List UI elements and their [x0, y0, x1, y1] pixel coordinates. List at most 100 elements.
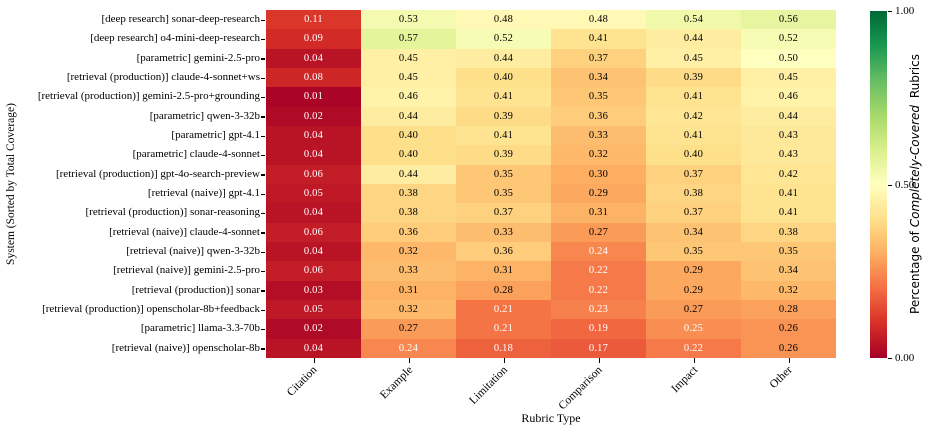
- heatmap-cell: 0.48: [456, 10, 551, 30]
- heatmap-cell: 0.18: [456, 338, 551, 358]
- y-tick-label: [deep research] o4-mini-deep-research: [90, 32, 260, 45]
- y-tick-label: [retrieval (production)] openscholar-8b+…: [42, 303, 260, 315]
- x-axis-tick: [408, 358, 410, 363]
- y-axis-tick: [261, 19, 265, 21]
- y-axis-tick: [261, 97, 265, 99]
- heatmap-cell: 0.44: [456, 48, 551, 68]
- colorbar-tick: [888, 358, 892, 360]
- heatmap-cell: 0.31: [361, 280, 456, 300]
- heatmap-cell: 0.52: [741, 29, 836, 49]
- heatmap-cell: 0.45: [741, 68, 836, 88]
- heatmap-cell: 0.37: [646, 164, 741, 184]
- heatmap-cell: 0.38: [361, 203, 456, 223]
- heatmap-cell: 0.26: [741, 338, 836, 358]
- x-tick-label: Limitation: [467, 364, 510, 407]
- heatmap-cell: 0.01: [266, 87, 361, 107]
- x-tick-label: Other: [767, 364, 795, 392]
- y-tick-label: [retrieval (production)] sonar-reasoning: [85, 206, 261, 219]
- heatmap-cell: 0.04: [266, 145, 361, 165]
- heatmap-cell: 0.33: [456, 222, 551, 242]
- heatmap-cell: 0.25: [646, 319, 741, 339]
- heatmap-cell: 0.32: [361, 300, 456, 320]
- heatmap-cell: 0.41: [456, 126, 551, 146]
- y-tick-label: [retrieval (naive)] gpt-4.1: [147, 187, 260, 199]
- heatmap-cell: 0.39: [456, 145, 551, 165]
- heatmap-cell: 0.35: [456, 184, 551, 204]
- colorbar-tick-label: 1.00: [895, 5, 915, 17]
- heatmap-cell: 0.42: [646, 106, 741, 126]
- y-tick-label: [retrieval (naive)] openscholar-8b: [111, 341, 260, 354]
- colorbar-label-suffix: Rubrics: [908, 54, 922, 102]
- heatmap-cell: 0.27: [646, 300, 741, 320]
- heatmap-cell: 0.28: [741, 300, 836, 320]
- heatmap-cell: 0.38: [361, 184, 456, 204]
- heatmap-cell: 0.43: [741, 145, 836, 165]
- y-tick-label: [retrieval (naive)] qwen-3-32b: [126, 245, 260, 257]
- heatmap-cell: 0.53: [361, 10, 456, 30]
- heatmap-cell: 0.40: [456, 68, 551, 88]
- heatmap-cell: 0.33: [551, 126, 646, 146]
- heatmap-cell: 0.27: [361, 319, 456, 339]
- heatmap-cell: 0.36: [551, 106, 646, 126]
- y-axis-tick: [261, 174, 265, 176]
- heatmap-cell: 0.41: [646, 87, 741, 107]
- heatmap-cell: 0.48: [551, 10, 646, 30]
- x-axis-label: Rubric Type: [521, 411, 581, 425]
- heatmap-cell: 0.09: [266, 29, 361, 49]
- heatmap-cell: 0.44: [361, 106, 456, 126]
- heatmap-cell: 0.26: [741, 319, 836, 339]
- heatmap-cell: 0.42: [741, 164, 836, 184]
- y-axis-tick: [261, 290, 265, 292]
- heatmap-cell: 0.39: [456, 106, 551, 126]
- y-tick-label: [retrieval (production)] claude-4-sonnet…: [66, 71, 260, 83]
- heatmap-cell: 0.35: [551, 87, 646, 107]
- x-axis-tick: [788, 358, 790, 363]
- heatmap-cell: 0.31: [551, 203, 646, 223]
- heatmap-cell: 0.02: [266, 106, 361, 126]
- heatmap-cell: 0.37: [456, 203, 551, 223]
- heatmap-cell: 0.05: [266, 300, 361, 320]
- y-axis-tick: [261, 251, 265, 253]
- y-axis-tick: [261, 155, 265, 157]
- heatmap-cell: 0.28: [456, 280, 551, 300]
- heatmap-cell: 0.32: [361, 242, 456, 262]
- x-tick-label: Example: [377, 364, 415, 402]
- heatmap-cell: 0.44: [361, 164, 456, 184]
- heatmap-cell: 0.41: [741, 184, 836, 204]
- y-axis-tick: [261, 213, 265, 215]
- y-axis-tick: [261, 309, 265, 311]
- heatmap-cell: 0.29: [551, 184, 646, 204]
- heatmap-cell: 0.11: [266, 10, 361, 30]
- heatmap-cell: 0.32: [551, 145, 646, 165]
- y-tick-label: [parametric] qwen-3-32b: [149, 109, 260, 122]
- heatmap-cell: 0.35: [456, 164, 551, 184]
- heatmap-cell: 0.06: [266, 164, 361, 184]
- heatmap-cell: 0.04: [266, 242, 361, 262]
- y-tick-label: [retrieval (naive)] claude-4-sonnet: [109, 225, 260, 238]
- y-axis-tick: [261, 77, 265, 79]
- heatmap-cell: 0.17: [551, 338, 646, 358]
- heatmap-cell: 0.05: [266, 184, 361, 204]
- heatmap-cell: 0.19: [551, 319, 646, 339]
- colorbar-tick-label: 0.50: [895, 178, 915, 191]
- heatmap-cell: 0.22: [646, 338, 741, 358]
- heatmap-cell: 0.40: [361, 145, 456, 165]
- heatmap-cell: 0.39: [646, 68, 741, 88]
- y-axis-tick: [261, 232, 265, 234]
- y-axis-tick: [261, 271, 265, 273]
- y-axis-tick: [261, 135, 265, 137]
- heatmap-cell: 0.34: [646, 222, 741, 242]
- heatmap-cell: 0.38: [741, 222, 836, 242]
- heatmap-cell: 0.40: [361, 126, 456, 146]
- colorbar: [870, 11, 887, 358]
- heatmap-cell: 0.45: [361, 48, 456, 68]
- heatmap-cell: 0.46: [741, 87, 836, 107]
- heatmap-cell: 0.22: [551, 261, 646, 281]
- y-axis-tick: [261, 193, 265, 195]
- y-tick-label: [retrieval (naive)] gemini-2.5-pro: [113, 264, 260, 277]
- heatmap-cell: 0.21: [456, 319, 551, 339]
- colorbar-label-italic: Completely-Covered: [908, 104, 922, 228]
- y-tick-label: [deep research] sonar-deep-research: [101, 13, 260, 25]
- heatmap-cell: 0.34: [741, 261, 836, 281]
- heatmap-cell: 0.29: [646, 261, 741, 281]
